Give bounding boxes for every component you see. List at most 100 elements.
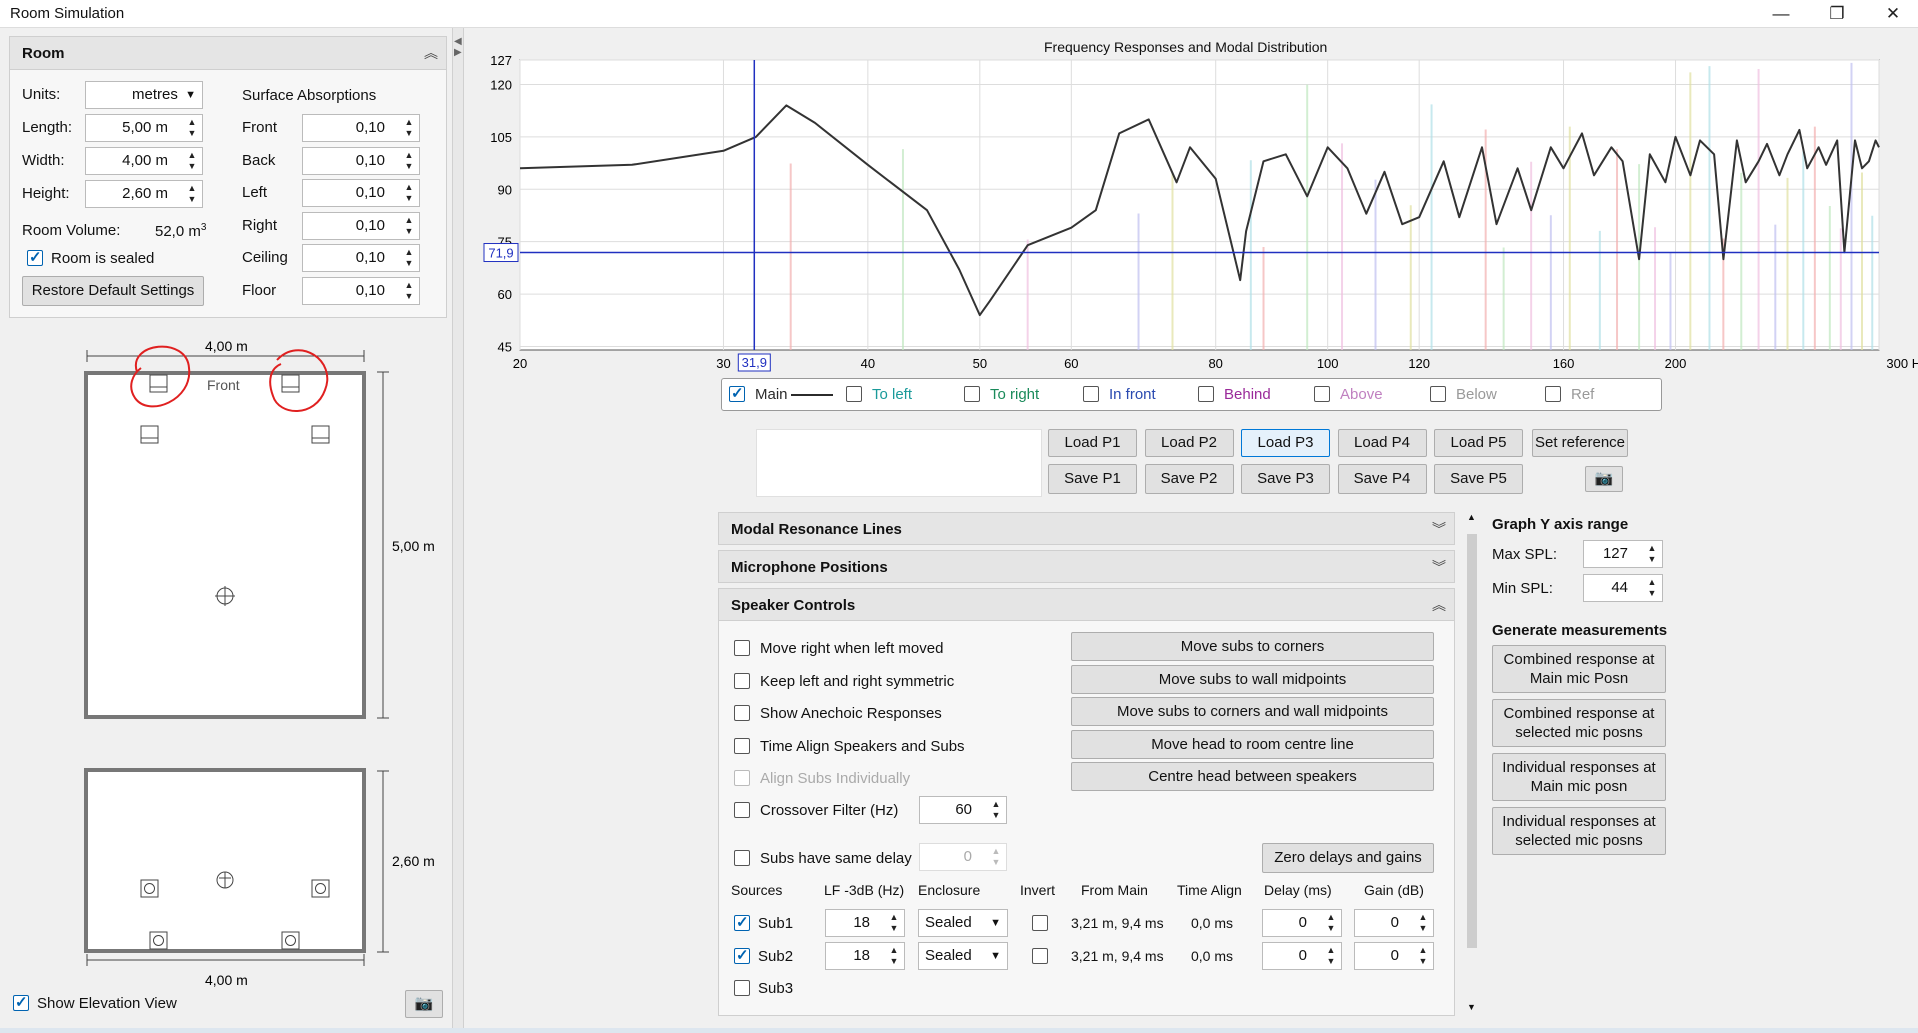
legend-ref-checkbox[interactable] [1545,386,1561,402]
speaker-action-button[interactable]: Move head to room centre line [1071,729,1434,759]
source-checkbox[interactable] [734,946,750,964]
spin-arrows-icon[interactable]: ▲ ▼ [1326,912,1336,933]
gain-field[interactable]: 0 ▲ ▼ [1354,941,1434,970]
spin-arrows-icon[interactable]: ▲ ▼ [404,149,414,171]
set-reference-button[interactable]: Set reference [1532,429,1628,457]
spin-arrows-icon[interactable]: ▲ ▼ [1418,944,1428,966]
surface-field-right[interactable]: 0,10 ▲ ▼ [302,211,420,240]
invert-checkbox[interactable] [1032,947,1048,964]
load-p4-button[interactable]: Load P4 [1337,429,1427,457]
spin-arrows-icon[interactable]: ▲ ▼ [404,247,414,269]
spin-arrows-icon[interactable]: ▲ ▼ [889,944,899,966]
invert-checkbox[interactable] [1032,915,1048,931]
measure-button[interactable]: Individual responses at selected mic posn… [1492,807,1666,855]
surface-field-floor[interactable]: 0,10 ▲ ▼ [302,277,420,305]
source-checkbox[interactable] [734,913,750,931]
surface-field-ceiling[interactable]: 0,10 ▲ ▼ [302,244,420,273]
room-plan-view[interactable]: 4,00 m 5,00 m Front 2,60 m 4,00 m [9,330,449,1030]
spin-arrows-icon[interactable]: ▲ ▼ [1326,944,1336,966]
spin-arrows-icon[interactable]: ▲ ▼ [1647,543,1657,564]
camera-icon[interactable]: 📷 [405,990,443,1018]
save-p3-button[interactable]: Save P3 [1241,464,1330,494]
show-elevation-checkbox[interactable] [13,993,29,1011]
legend-below-checkbox[interactable] [1430,386,1446,402]
delay-field[interactable]: 0 ▲ ▼ [1262,941,1342,970]
scrollbar-thumb[interactable] [1467,534,1477,948]
load-p1-button[interactable]: Load P1 [1048,429,1137,457]
save-p5-button[interactable]: Save P5 [1434,464,1523,494]
legend-behind-checkbox[interactable] [1198,386,1214,402]
expand-icon[interactable]: ︾ [1432,521,1446,537]
collapse-left-icon[interactable]: ◀ ▶ [454,36,462,58]
minimize-button[interactable]: — [1772,4,1790,23]
close-button[interactable]: ✕ [1885,4,1901,23]
gain-field[interactable]: 0 ▲ ▼ [1354,909,1434,937]
spin-arrows-icon[interactable]: ▲ ▼ [404,182,414,204]
spin-arrows-icon[interactable]: ▲ ▼ [889,912,899,933]
spin-arrows-icon[interactable]: ▲ ▼ [404,214,414,236]
source-checkbox[interactable] [734,980,750,996]
restore-button[interactable]: ❐ [1829,4,1845,23]
speaker-action-button[interactable]: Move subs to wall midpoints [1071,664,1434,694]
speaker-option-checkbox[interactable] [734,737,750,754]
legend-in-front-checkbox[interactable] [1083,386,1099,402]
save-p1-button[interactable]: Save P1 [1048,464,1137,494]
preset-notes[interactable] [756,429,1042,497]
panel-splitter[interactable]: ◀ ▶ [452,28,464,1033]
speaker-section-header[interactable]: Speaker Controls ︽ [718,588,1455,621]
enclosure-select[interactable]: Sealed ▼ [918,941,1008,970]
legend-to-left-checkbox[interactable] [846,386,862,402]
surface-field-front[interactable]: 0,10 ▲ ▼ [302,114,420,142]
spin-arrows-icon[interactable]: ▲ ▼ [991,799,1001,820]
spin-arrows-icon[interactable]: ▲ ▼ [404,280,414,301]
width-field[interactable]: 4,00 m ▲ ▼ [85,147,203,175]
speaker-option-checkbox[interactable] [734,705,750,721]
length-field[interactable]: 5,00 m ▲ ▼ [85,114,203,142]
room-sealed-checkbox[interactable] [27,248,43,266]
spin-arrows-icon[interactable]: ▲ ▼ [187,117,197,138]
speaker-option-checkbox[interactable] [734,672,750,689]
enclosure-select[interactable]: Sealed ▼ [918,909,1008,937]
room-header[interactable]: Room ︽ [9,36,447,70]
camera-icon[interactable]: 📷 [1585,466,1623,492]
lf-field[interactable]: 18 ▲ ▼ [825,909,905,937]
restore-defaults-button[interactable]: Restore Default Settings [22,276,204,306]
measure-button[interactable]: Combined response at selected mic posns [1492,699,1666,747]
save-p2-button[interactable]: Save P2 [1144,464,1234,494]
max-spl-field[interactable]: 127 ▲ ▼ [1583,540,1663,568]
collapse-icon[interactable]: ︽ [424,45,438,61]
measure-button[interactable]: Individual responses at Main mic posn [1492,753,1666,801]
load-p3-button[interactable]: Load P3 [1241,429,1330,457]
speaker-action-button[interactable]: Centre head between speakers [1071,762,1434,791]
scroll-down-icon[interactable]: ▼ [1467,1002,1476,1012]
zero-delays-button[interactable]: Zero delays and gains [1262,843,1434,873]
vertical-scrollbar[interactable]: ▲ ▼ [1465,512,1479,1016]
spin-arrows-icon[interactable]: ▲ ▼ [187,183,197,204]
legend-above-checkbox[interactable] [1314,386,1330,402]
measure-button[interactable]: Combined response at Main mic Posn [1492,645,1666,693]
crossover-checkbox[interactable] [734,802,750,818]
spin-arrows-icon[interactable]: ▲ ▼ [404,117,414,138]
load-p2-button[interactable]: Load P2 [1144,429,1234,457]
surface-field-left[interactable]: 0,10 ▲ ▼ [302,179,420,208]
speaker-action-button[interactable]: Move subs to corners [1071,632,1434,661]
expand-icon[interactable]: ︾ [1432,559,1446,575]
speaker-option-checkbox[interactable] [734,640,750,656]
delay-field[interactable]: 0 ▲ ▼ [1262,909,1342,937]
save-p4-button[interactable]: Save P4 [1337,464,1427,494]
spin-arrows-icon[interactable]: ▲ ▼ [1418,912,1428,933]
height-field[interactable]: 2,60 m ▲ ▼ [85,180,203,208]
speaker-action-button[interactable]: Move subs to corners and wall midpoints [1071,697,1434,726]
min-spl-field[interactable]: 44 ▲ ▼ [1583,574,1663,602]
legend-main-checkbox[interactable] [729,384,745,402]
spin-arrows-icon[interactable]: ▲ ▼ [1647,577,1657,598]
same-delay-field[interactable]: 0 ▲ ▼ [919,843,1007,871]
modal-section-header[interactable]: Modal Resonance Lines ︾ [718,512,1455,545]
units-select[interactable]: metres ▼ [85,81,203,109]
spin-arrows-icon[interactable]: ▲ ▼ [187,150,197,171]
mic-section-header[interactable]: Microphone Positions ︾ [718,550,1455,583]
surface-field-back[interactable]: 0,10 ▲ ▼ [302,146,420,175]
spin-arrows-icon[interactable]: ▲ ▼ [991,846,1001,867]
same-delay-checkbox[interactable] [734,850,750,866]
